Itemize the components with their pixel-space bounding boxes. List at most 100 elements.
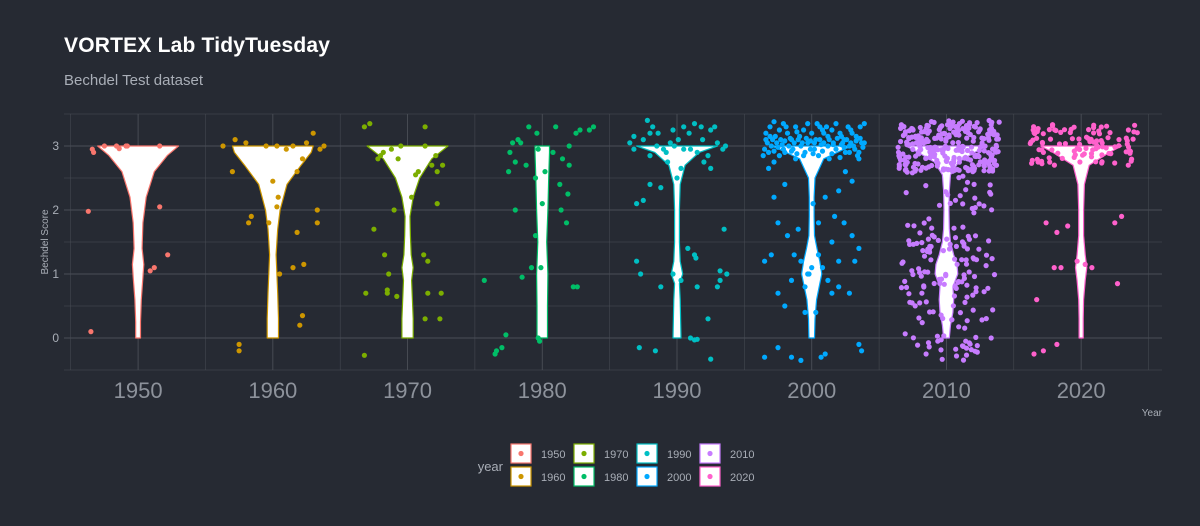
data-point — [1051, 162, 1057, 168]
data-point — [294, 229, 300, 235]
data-point — [675, 137, 681, 143]
data-point — [762, 146, 768, 152]
data-point — [783, 124, 789, 130]
data-point — [290, 265, 296, 271]
x-tick-label: 1970 — [383, 378, 432, 403]
data-point — [830, 142, 836, 148]
data-point — [995, 136, 1002, 142]
data-point — [658, 284, 664, 290]
data-point — [935, 338, 941, 344]
data-point — [901, 124, 907, 130]
data-point — [535, 335, 541, 341]
data-point — [553, 124, 559, 130]
data-point — [422, 316, 428, 322]
data-point — [822, 351, 828, 357]
data-point — [429, 162, 435, 168]
data-point — [686, 130, 692, 136]
data-point — [509, 140, 516, 146]
data-point — [846, 290, 853, 296]
data-point — [655, 130, 661, 136]
data-point — [266, 220, 272, 226]
data-point — [1124, 138, 1130, 144]
data-point — [853, 138, 859, 144]
data-point — [903, 284, 910, 290]
data-point — [807, 146, 814, 152]
data-point — [896, 165, 902, 171]
data-point — [717, 277, 723, 283]
data-point — [1099, 159, 1105, 165]
data-point — [960, 343, 966, 349]
data-point — [818, 354, 824, 360]
data-point — [577, 127, 583, 133]
data-point — [988, 191, 994, 197]
data-point — [534, 130, 540, 136]
data-point — [434, 201, 440, 207]
data-point — [853, 133, 859, 139]
data-point — [846, 149, 853, 155]
data-point — [762, 258, 768, 264]
data-point — [519, 274, 525, 280]
data-point — [270, 178, 276, 184]
data-point — [1116, 143, 1122, 149]
data-point — [825, 143, 831, 149]
data-point — [964, 318, 970, 324]
data-point — [928, 243, 934, 250]
data-point — [961, 275, 968, 281]
series-1970 — [361, 121, 446, 358]
data-point — [310, 130, 316, 136]
data-point — [981, 289, 987, 295]
data-point — [991, 272, 998, 278]
data-point — [566, 162, 572, 168]
data-point — [384, 287, 390, 293]
data-point — [950, 119, 956, 125]
data-point — [929, 232, 935, 238]
data-point — [829, 127, 835, 133]
data-point — [918, 135, 925, 141]
data-point — [481, 277, 487, 283]
data-point — [818, 142, 824, 148]
data-point — [523, 162, 529, 168]
data-point — [795, 226, 801, 232]
data-point — [921, 140, 927, 146]
data-point — [942, 143, 948, 149]
data-point — [973, 285, 979, 291]
data-point — [848, 127, 854, 133]
data-point — [819, 127, 826, 133]
data-point — [503, 332, 509, 338]
data-point — [841, 144, 847, 150]
data-point — [977, 126, 983, 132]
violin-2000 — [770, 145, 853, 339]
data-point — [1043, 220, 1049, 226]
data-point — [1107, 130, 1113, 136]
data-point — [1040, 348, 1046, 354]
data-point — [815, 220, 822, 226]
data-point — [440, 162, 446, 168]
data-point — [981, 168, 987, 174]
data-point — [946, 118, 952, 124]
data-point — [943, 189, 949, 195]
data-point — [573, 130, 579, 136]
data-point — [838, 133, 845, 139]
axes: 0 1 2 3 1950 1960 1970 1980 1990 2000 2010 2020 Bech… — [40, 139, 1163, 419]
data-point — [647, 130, 653, 136]
data-point — [570, 284, 576, 290]
data-point — [819, 265, 826, 271]
data-point — [939, 123, 945, 129]
data-point — [229, 169, 235, 175]
data-point — [934, 333, 941, 339]
data-point — [220, 143, 226, 149]
data-point — [762, 354, 768, 360]
data-point — [832, 213, 838, 219]
data-point — [929, 225, 935, 231]
data-point — [1069, 136, 1075, 142]
data-point — [1034, 156, 1040, 162]
data-point — [976, 201, 982, 207]
data-point — [1125, 144, 1132, 150]
data-point — [232, 137, 238, 143]
data-point — [378, 153, 384, 159]
data-point — [926, 216, 932, 222]
data-point — [647, 153, 653, 159]
data-point — [917, 230, 923, 236]
data-point — [1058, 265, 1064, 271]
